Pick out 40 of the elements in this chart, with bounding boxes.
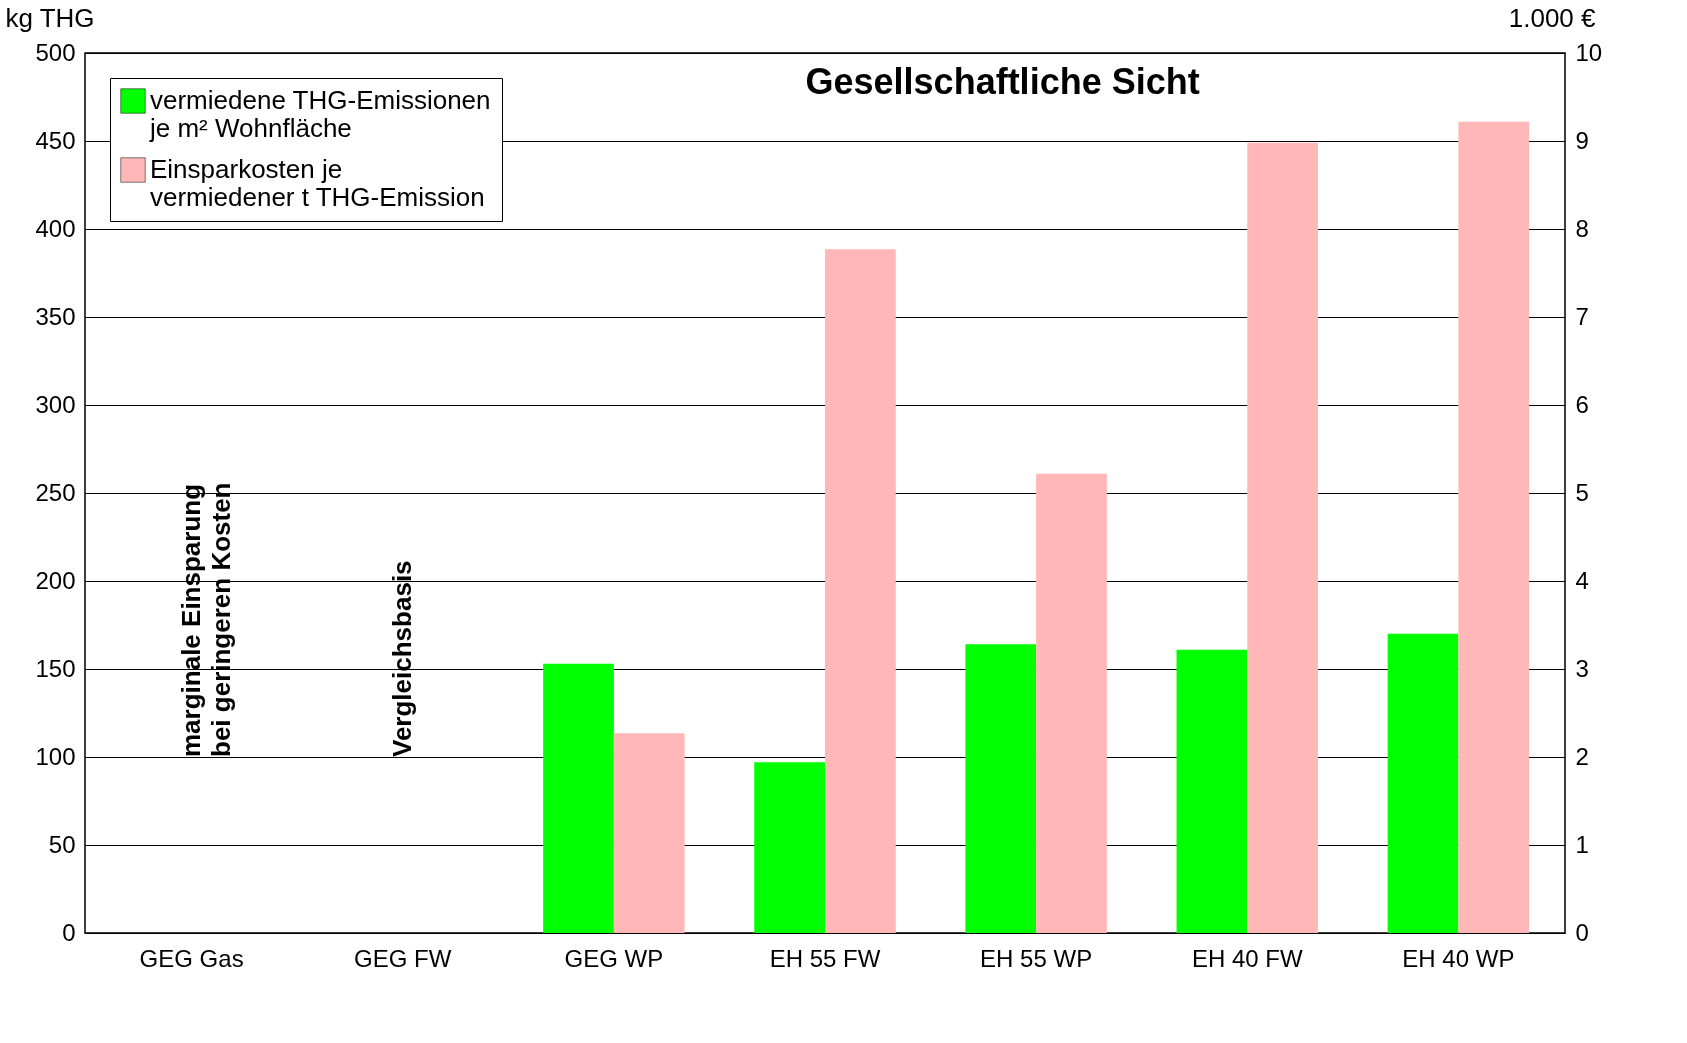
y-axis-title: kg THG <box>5 2 95 33</box>
y-tick-label: 450 <box>35 126 76 154</box>
bar <box>1458 121 1530 933</box>
y-tick-label: 350 <box>35 302 76 330</box>
bar <box>825 249 896 933</box>
x-tick-label: GEG Gas <box>139 944 244 972</box>
x-tick-label: GEG FW <box>354 944 452 972</box>
y2-tick-label: 2 <box>1575 742 1589 770</box>
annotation: marginale Einsparung bei geringeren Kosten <box>175 482 236 757</box>
y2-tick-label: 5 <box>1575 478 1589 506</box>
x-tick-label: GEG WP <box>564 944 664 972</box>
y2-tick-label: 10 <box>1575 38 1603 66</box>
y-tick-label: 400 <box>35 214 76 242</box>
y-tick-label: 50 <box>48 830 76 858</box>
y2-tick-label: 1 <box>1575 830 1589 858</box>
y-tick-label: 100 <box>35 742 76 770</box>
y2-tick-label: 0 <box>1575 918 1589 946</box>
y-tick-label: 0 <box>62 918 76 946</box>
bar <box>1247 142 1318 933</box>
y-tick-label: 200 <box>35 566 76 594</box>
y-tick-label: 150 <box>35 654 76 682</box>
x-tick-label: EH 55 FW <box>769 944 881 972</box>
y2-axis-title: 1.000 € <box>1508 2 1597 33</box>
y-tick-label: 250 <box>35 478 76 506</box>
legend-label: Einsparkosten je vermiedener t THG-Emission <box>150 154 485 212</box>
y2-tick-label: 7 <box>1575 302 1589 330</box>
y-tick-label: 300 <box>35 390 76 418</box>
x-tick-label: EH 40 WP <box>1402 944 1515 972</box>
y2-tick-label: 3 <box>1575 654 1589 682</box>
y-tick-label: 500 <box>35 38 76 66</box>
chart-title: Gesellschaftliche Sicht <box>805 61 1200 102</box>
bar <box>754 762 825 933</box>
y2-tick-label: 8 <box>1575 214 1589 242</box>
annotation: Vergleichsbasis <box>386 560 417 757</box>
y2-tick-label: 9 <box>1575 126 1589 154</box>
legend-label: vermiedene THG-Emissionen je m² Wohnfläche <box>149 85 491 143</box>
x-tick-label: EH 55 WP <box>980 944 1093 972</box>
y2-tick-label: 6 <box>1575 390 1589 418</box>
x-tick-label: EH 40 FW <box>1191 944 1303 972</box>
y2-tick-label: 4 <box>1575 566 1589 594</box>
